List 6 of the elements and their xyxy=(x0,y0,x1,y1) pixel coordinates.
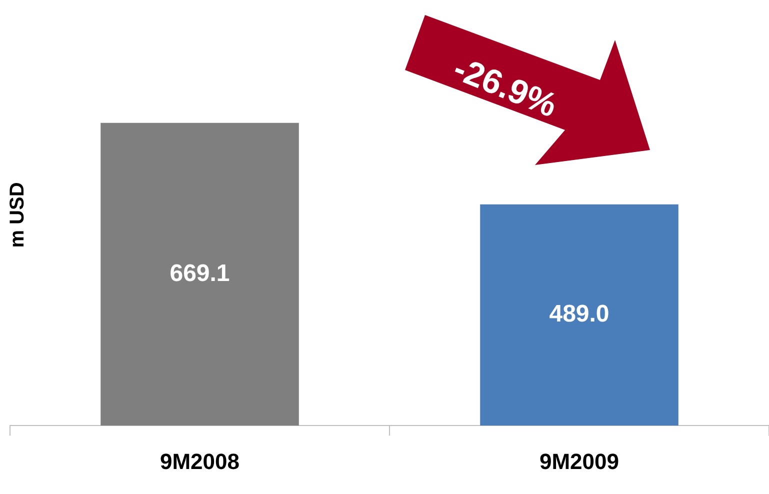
data-label: 489.0 xyxy=(549,300,610,328)
data-label: 669.1 xyxy=(170,260,230,287)
x-tick-label: 9M2009 xyxy=(539,448,620,474)
annotation: -26.9% xyxy=(448,49,562,126)
y-axis-title: m USD xyxy=(6,182,30,248)
x-tick-label: 9M2008 xyxy=(160,448,240,474)
